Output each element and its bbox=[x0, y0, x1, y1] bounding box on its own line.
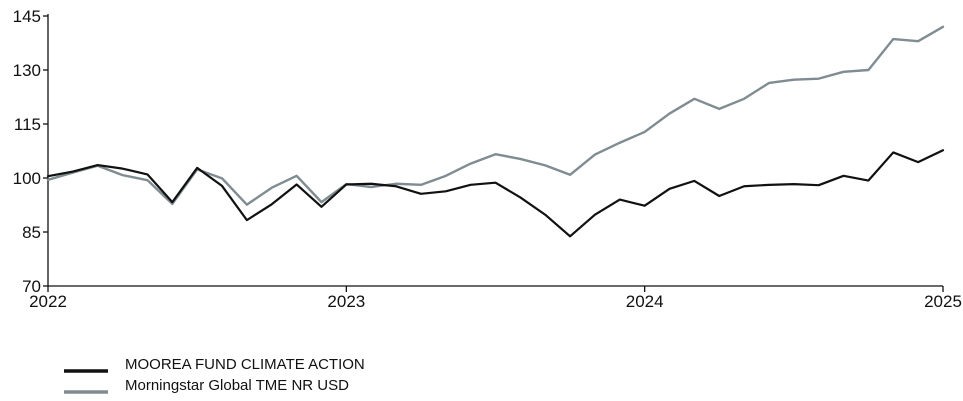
x-tick-label: 2022 bbox=[29, 292, 67, 311]
series-line-fund bbox=[46, 149, 945, 238]
legend-label: MOOREA FUND CLIMATE ACTION bbox=[125, 356, 365, 373]
x-tick-label: 2025 bbox=[924, 292, 962, 311]
series-line-benchmark bbox=[46, 25, 945, 206]
y-tick-label: 100 bbox=[13, 169, 41, 188]
y-tick-label: 145 bbox=[13, 7, 41, 26]
y-tick-label: 70 bbox=[22, 277, 41, 296]
y-tick-label: 85 bbox=[22, 223, 41, 242]
legend-label: Morningstar Global TME NR USD bbox=[125, 377, 349, 394]
legend: MOOREA FUND CLIMATE ACTION Morningstar Gl… bbox=[64, 356, 365, 394]
series-lines bbox=[46, 25, 945, 238]
axes: 70 85 100 115 130 145 2022 2023 2024 2025 bbox=[13, 7, 962, 311]
y-tick-label: 115 bbox=[14, 115, 41, 134]
x-tick-label: 2023 bbox=[327, 292, 365, 311]
x-tick-label: 2024 bbox=[626, 292, 664, 311]
y-tick-label: 130 bbox=[13, 61, 41, 80]
